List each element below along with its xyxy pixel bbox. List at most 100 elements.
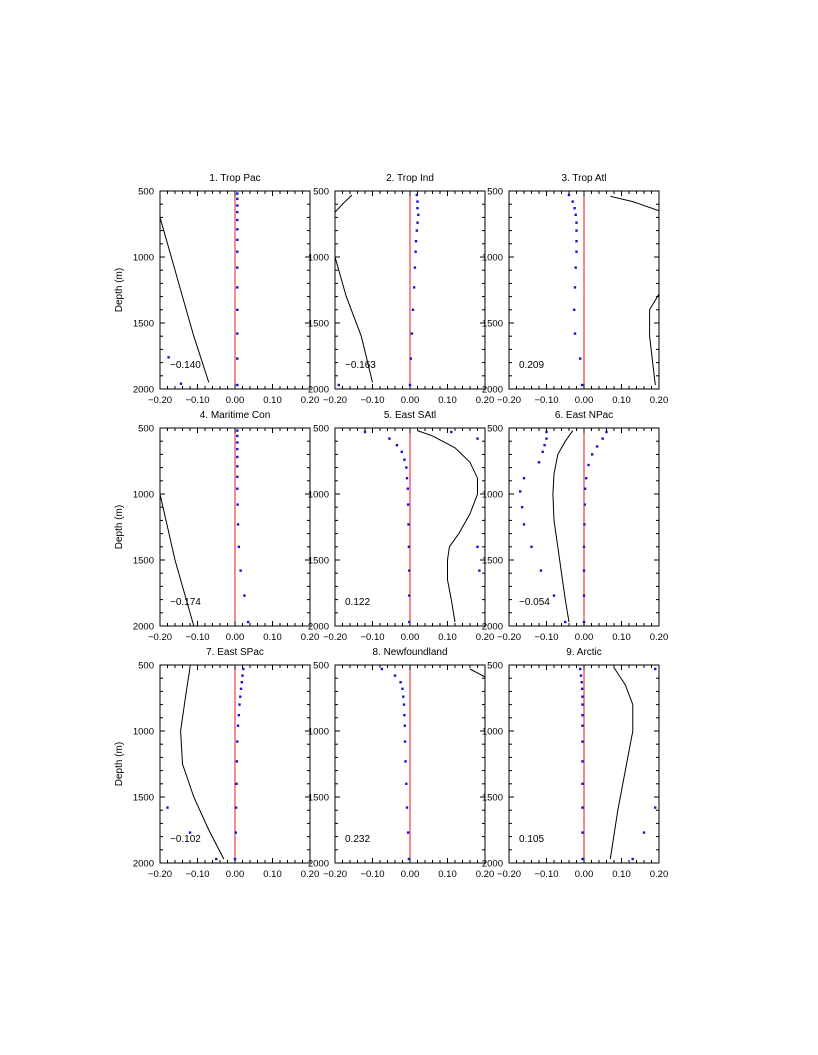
data-point: [188, 831, 192, 834]
data-point: [236, 487, 239, 490]
data-point: [408, 383, 412, 387]
data-point: [580, 383, 584, 387]
x-tick-label: 0.10: [263, 395, 282, 406]
panel-data: [363, 430, 481, 624]
data-point: [585, 477, 588, 480]
data-point: [236, 447, 239, 451]
data-point: [242, 667, 245, 671]
x-tick-label: 0.10: [438, 395, 457, 406]
data-point: [236, 383, 239, 387]
panel-annotation: −0.174: [170, 597, 201, 608]
data-point: [591, 453, 594, 456]
data-point: [571, 200, 574, 203]
data-point: [407, 857, 411, 861]
data-point: [215, 857, 218, 861]
data-point: [574, 213, 577, 216]
data-point: [236, 332, 239, 335]
data-point: [408, 569, 411, 572]
x-tick-label: 0.10: [612, 395, 631, 406]
panel-annotation: 0.209: [519, 360, 544, 371]
data-point: [450, 430, 453, 434]
data-point: [414, 240, 418, 243]
y-tick-label: 1500: [482, 556, 503, 567]
y-tick-label: 500: [138, 424, 154, 435]
y-tick-label: 2000: [482, 385, 503, 396]
x-tick-label: −0.20: [148, 869, 172, 880]
data-point: [581, 695, 584, 698]
panel-data: [567, 193, 659, 387]
data-point: [236, 434, 239, 438]
data-point: [236, 503, 239, 506]
data-point: [530, 545, 533, 548]
data-point: [402, 703, 406, 706]
x-tick-label: 0.00: [226, 632, 245, 643]
data-point: [410, 332, 414, 335]
data-point: [581, 724, 584, 727]
data-point: [236, 238, 239, 241]
panel-7: −0.20 −0.10 0.00 0.10 0.20 500 1000 1500 2000 7. …: [114, 647, 319, 880]
y-tick-label: 500: [487, 187, 503, 198]
data-point: [236, 523, 240, 526]
y-tick-label: 1000: [482, 727, 503, 738]
panel-data: [579, 667, 657, 861]
panel-title: 3. Trop Atl: [561, 173, 606, 184]
panel-title: 7. East SPac: [206, 647, 264, 658]
x-tick-label: 0.10: [612, 632, 631, 643]
data-point: [581, 760, 584, 763]
data-point: [234, 806, 238, 809]
data-point: [243, 594, 246, 597]
y-tick-label: 1000: [308, 727, 329, 738]
panel-4: −0.20 −0.10 0.00 0.10 0.20 500 1000 1500 2000 4. …: [114, 410, 319, 643]
profile-curve: [469, 668, 485, 678]
x-tick-label: 0.10: [263, 869, 282, 880]
panel-2: −0.20 −0.10 0.00 0.10 0.20 500 1000 1500 2000 2. …: [308, 173, 494, 406]
data-point: [240, 681, 243, 684]
panel-data: [335, 193, 420, 387]
y-tick-label: 1000: [133, 727, 154, 738]
y-axis-label: Depth (m): [114, 268, 125, 312]
data-point: [405, 806, 409, 809]
data-point: [605, 430, 608, 434]
data-point: [552, 594, 556, 597]
profile-curve: [609, 667, 634, 860]
data-point: [583, 503, 586, 506]
x-tick-label: 0.20: [650, 395, 669, 406]
data-point: [580, 687, 584, 690]
data-point: [236, 192, 239, 195]
panel-3: −0.20 −0.10 0.00 0.10 0.20 500 1000 1500 2000 3. …: [482, 173, 668, 406]
y-tick-label: 2000: [308, 859, 329, 870]
data-point: [478, 569, 481, 572]
y-tick-label: 1500: [308, 793, 329, 804]
data-point: [543, 444, 546, 447]
data-point: [406, 503, 410, 506]
data-point: [403, 458, 406, 461]
data-point: [574, 266, 577, 269]
data-point: [236, 441, 239, 444]
data-point: [179, 382, 183, 385]
x-tick-label: −0.20: [148, 395, 172, 406]
data-point: [395, 444, 399, 447]
data-point: [236, 357, 239, 360]
x-tick-label: 0.00: [401, 632, 420, 643]
data-point: [631, 857, 634, 861]
y-tick-label: 1500: [308, 319, 329, 330]
data-point: [476, 545, 479, 548]
data-point: [236, 250, 239, 253]
data-point: [237, 714, 240, 717]
data-point: [417, 213, 420, 216]
y-axis-label: Depth (m): [114, 505, 125, 549]
panel-title: 5. East SAtl: [384, 410, 436, 421]
data-point: [239, 687, 243, 690]
panel-1: −0.20 −0.10 0.00 0.10 0.20 500 1000 1500 2000 1. …: [114, 173, 319, 406]
data-point: [236, 740, 239, 743]
data-point: [579, 667, 582, 671]
data-point: [405, 782, 408, 785]
y-tick-label: 500: [138, 661, 154, 672]
data-point: [400, 450, 403, 453]
x-tick-label: −0.10: [534, 395, 558, 406]
data-point: [399, 681, 402, 684]
data-point: [567, 193, 571, 197]
panel-data: [160, 429, 250, 626]
data-point: [573, 308, 576, 311]
data-point: [239, 695, 242, 698]
